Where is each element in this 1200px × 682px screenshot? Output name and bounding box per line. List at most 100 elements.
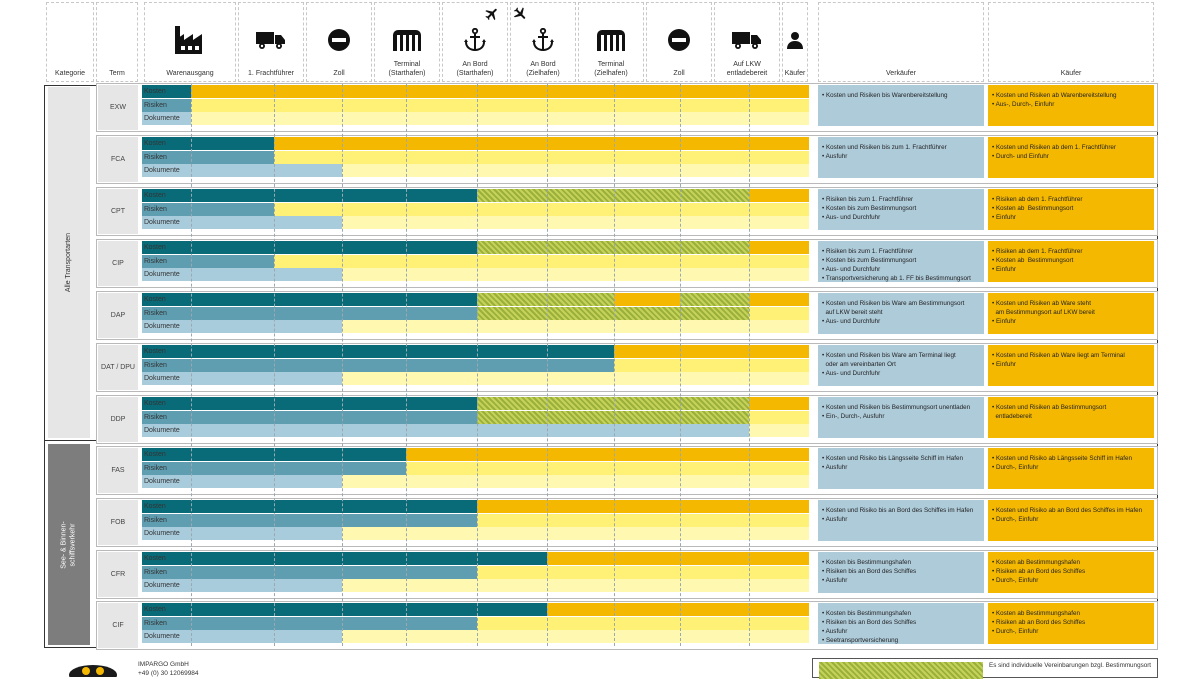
buyer-item: Kosten ab Bestimmungshafen (992, 558, 1150, 567)
category-label: See- & Binnen- schiffsverkehr (61, 520, 78, 569)
seller-item: Ausfuhr (822, 515, 980, 524)
dokumente-bar-seller (142, 268, 342, 281)
header-column: An Bord (Starthafen) (442, 2, 508, 82)
buyer-item: Aus-, Durch-, Einfuhr (992, 100, 1150, 109)
dokumente-bar-label: Dokumente (144, 219, 180, 226)
dokumente-bar-label: Dokumente (144, 115, 180, 122)
seller-item: Risiken bis zum 1. Frachtführer (822, 247, 980, 256)
risiken-bar-buyer (274, 150, 809, 164)
kosten-bar-seller (142, 552, 547, 565)
risiken-bar-label: Risiken (144, 413, 167, 421)
header-column: Zoll (306, 2, 372, 82)
risiken-bar-label: Risiken (144, 516, 167, 524)
term-cell: CIP (98, 241, 138, 286)
buyer-item: Kosten und Risiken ab Ware liegt am Term… (992, 351, 1150, 360)
risiken-bar-label: Risiken (144, 309, 167, 317)
buyer-obligations: Kosten und Risiken ab dem 1. Frachtführe… (988, 137, 1154, 178)
kosten-bar-seller (142, 345, 614, 358)
category-label: Alle Transportarten (65, 232, 73, 293)
no-entry-icon (307, 25, 371, 55)
risiken-bar-seller (142, 254, 274, 268)
anchor-icon (511, 25, 575, 55)
risiken-bar-seller (142, 202, 274, 216)
legend-box: Es sind individuelle Vereinbarungen bzgl… (812, 658, 1158, 679)
term-cell: EXW (98, 85, 138, 130)
kosten-bar-negotiable (477, 189, 749, 202)
risiken-bar-buyer (406, 461, 809, 475)
factory-icon (145, 25, 235, 55)
milestone-line (477, 84, 478, 646)
risiken-bar-label: Risiken (144, 619, 167, 627)
risiken-bar-buyer (274, 254, 809, 268)
dokumente-bar-label: Dokumente (144, 427, 180, 434)
term-cell: FCA (98, 137, 138, 182)
header-column-label: Käufer (784, 70, 806, 77)
buyer-item: Kosten und Risiken ab Ware steht am Best… (992, 299, 1150, 317)
seller-obligations: Risiken bis zum 1. FrachtführerKosten bi… (818, 189, 984, 230)
dokumente-bar-buyer (342, 579, 809, 592)
seller-obligations: Kosten und Risiken bis Ware am Bestimmun… (818, 293, 984, 334)
milestone-line (274, 84, 275, 646)
seller-obligations: Kosten bis BestimmungshafenRisiken bis a… (818, 603, 984, 644)
buyer-item: Durch-, Einfuhr (992, 627, 1150, 636)
dokumente-bar-label: Dokumente (144, 478, 180, 485)
buyer-obligations: Risiken ab dem 1. FrachtführerKosten ab … (988, 189, 1154, 230)
kosten-bar-label: Kosten (144, 192, 166, 199)
buyer-item: Durch- und Einfuhr (992, 152, 1150, 161)
buyer-obligations: Kosten und Risiken ab Ware steht am Best… (988, 293, 1154, 334)
milestone-line (749, 84, 750, 646)
header-column-label: Zoll (333, 70, 345, 77)
header-column: Zoll (646, 2, 712, 82)
buyer-item: Kosten ab Bestimmungsort (992, 256, 1150, 265)
risiken-bar-label: Risiken (144, 101, 167, 109)
milestone-line (191, 84, 192, 646)
risiken-bar-seller (142, 513, 477, 527)
seller-item: Risiken bis an Bord des Schiffes (822, 618, 980, 627)
header-column-label: Warenausgang (166, 70, 214, 77)
kosten-bar-negotiable (477, 397, 749, 410)
seller-item: Risiken bis zum 1. Frachtführer (822, 195, 980, 204)
term-cell: CIF (98, 603, 138, 648)
seller-item: Aus- und Durchfuhr (822, 265, 980, 274)
header-column-label: Auf LKW entladebereit (726, 61, 768, 77)
buyer-item: Risiken ab an Bord des Schiffes (992, 567, 1150, 576)
risiken-bar-label: Risiken (144, 568, 167, 576)
kosten-bar-label: Kosten (144, 400, 166, 407)
kosten-bar-buyer (547, 603, 809, 616)
seller-obligations: Kosten bis BestimmungshafenRisiken bis a… (818, 552, 984, 593)
buyer-item: Einfuhr (992, 360, 1150, 369)
header-column-label: Terminal (Zielhafen) (594, 61, 628, 77)
milestone-line (614, 84, 615, 646)
dokumente-bar-buyer (342, 320, 809, 333)
dokumente-bar-buyer (342, 268, 809, 281)
milestone-line (406, 84, 407, 646)
risiken-bar-seller (142, 616, 477, 630)
airplane-icon (512, 6, 528, 22)
dokumente-bar-seller (142, 424, 749, 437)
kosten-bar-label: Kosten (144, 296, 166, 303)
seller-item: Kosten bis zum Bestimmungsort (822, 256, 980, 265)
kosten-bar-buyer (406, 448, 809, 461)
dokumente-bar-buyer (191, 112, 809, 125)
dokumente-bar-seller (142, 372, 342, 385)
kosten-bar-negotiable (680, 293, 749, 306)
header-column-label: An Bord (Starthafen) (456, 61, 494, 77)
buyer-item: Durch-, Einfuhr (992, 576, 1150, 585)
risiken-bar-buyer (477, 513, 809, 527)
dokumente-bar-seller (142, 475, 342, 488)
term-cell: FAS (98, 448, 138, 493)
kosten-bar-label: Kosten (144, 555, 166, 562)
header-term: Term (96, 2, 138, 82)
risiken-bar-buyer (477, 616, 809, 630)
buyer-item: Risiken ab dem 1. Frachtführer (992, 247, 1150, 256)
header-column-label: 1. Frachtführer (248, 70, 294, 77)
buyer-item: Kosten und Risiken ab Bestimmungsort ent… (992, 403, 1150, 421)
kosten-bar-seller (142, 85, 191, 98)
person-icon (783, 25, 807, 55)
dokumente-bar-label: Dokumente (144, 530, 180, 537)
dokumente-bar-seller (142, 164, 342, 177)
dokumente-bar-buyer (342, 164, 809, 177)
buyer-obligations: Risiken ab dem 1. FrachtführerKosten ab … (988, 241, 1154, 282)
terminal-icon (375, 25, 439, 55)
dokumente-bar-label: Dokumente (144, 167, 180, 174)
